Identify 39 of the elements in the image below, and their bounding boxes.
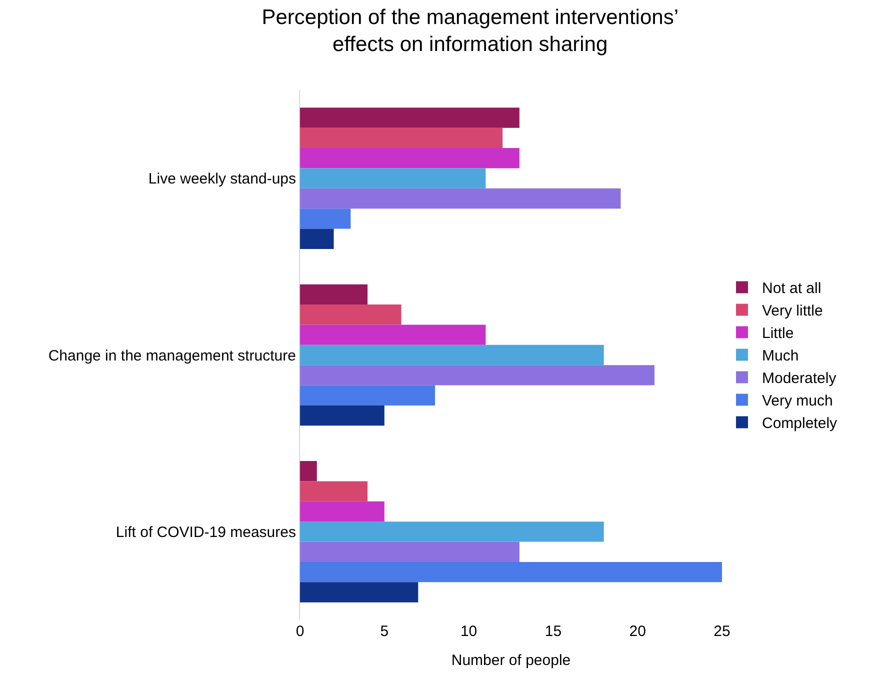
y-tick-label: Live weekly stand-ups — [148, 170, 296, 188]
legend-label: Very little — [762, 302, 823, 320]
bar — [300, 385, 436, 406]
x-tick-label: 20 — [629, 623, 646, 640]
bar — [300, 148, 520, 168]
bar — [300, 228, 334, 249]
bar — [300, 365, 654, 386]
bar — [300, 208, 351, 229]
bar — [300, 522, 604, 542]
bar — [300, 304, 402, 325]
bar — [300, 582, 418, 602]
legend-label: Very much — [762, 392, 833, 410]
legend-label: Moderately — [762, 370, 837, 388]
x-tick-label: 0 — [296, 623, 304, 640]
legend-label: Little — [762, 325, 794, 342]
bar — [300, 344, 604, 366]
legend-label: Much — [762, 348, 799, 365]
x-tick-label: 15 — [544, 623, 562, 640]
bar — [300, 324, 486, 345]
x-tick-label: 10 — [460, 623, 478, 640]
y-tick-label: Lift of COVID-19 measures — [116, 524, 296, 541]
bar — [300, 542, 520, 562]
chart-title: Perception of the management interventions’ effects on information sharing — [262, 6, 678, 56]
bar — [300, 108, 520, 128]
bar — [300, 188, 621, 209]
bar — [300, 461, 317, 482]
y-tick-label: Change in the management structure — [48, 347, 296, 364]
bar — [300, 405, 384, 426]
bar — [300, 501, 384, 522]
x-tick-label: 25 — [714, 623, 730, 640]
bar — [300, 284, 368, 305]
x-tick-label: 5 — [380, 623, 389, 640]
bar — [300, 562, 722, 582]
legend-label: Completely — [762, 415, 838, 432]
bar — [300, 168, 486, 188]
bar — [300, 481, 368, 502]
bar — [300, 128, 503, 148]
legend-label: Not at all — [762, 280, 822, 298]
x-axis-title: Number of people — [451, 652, 571, 669]
